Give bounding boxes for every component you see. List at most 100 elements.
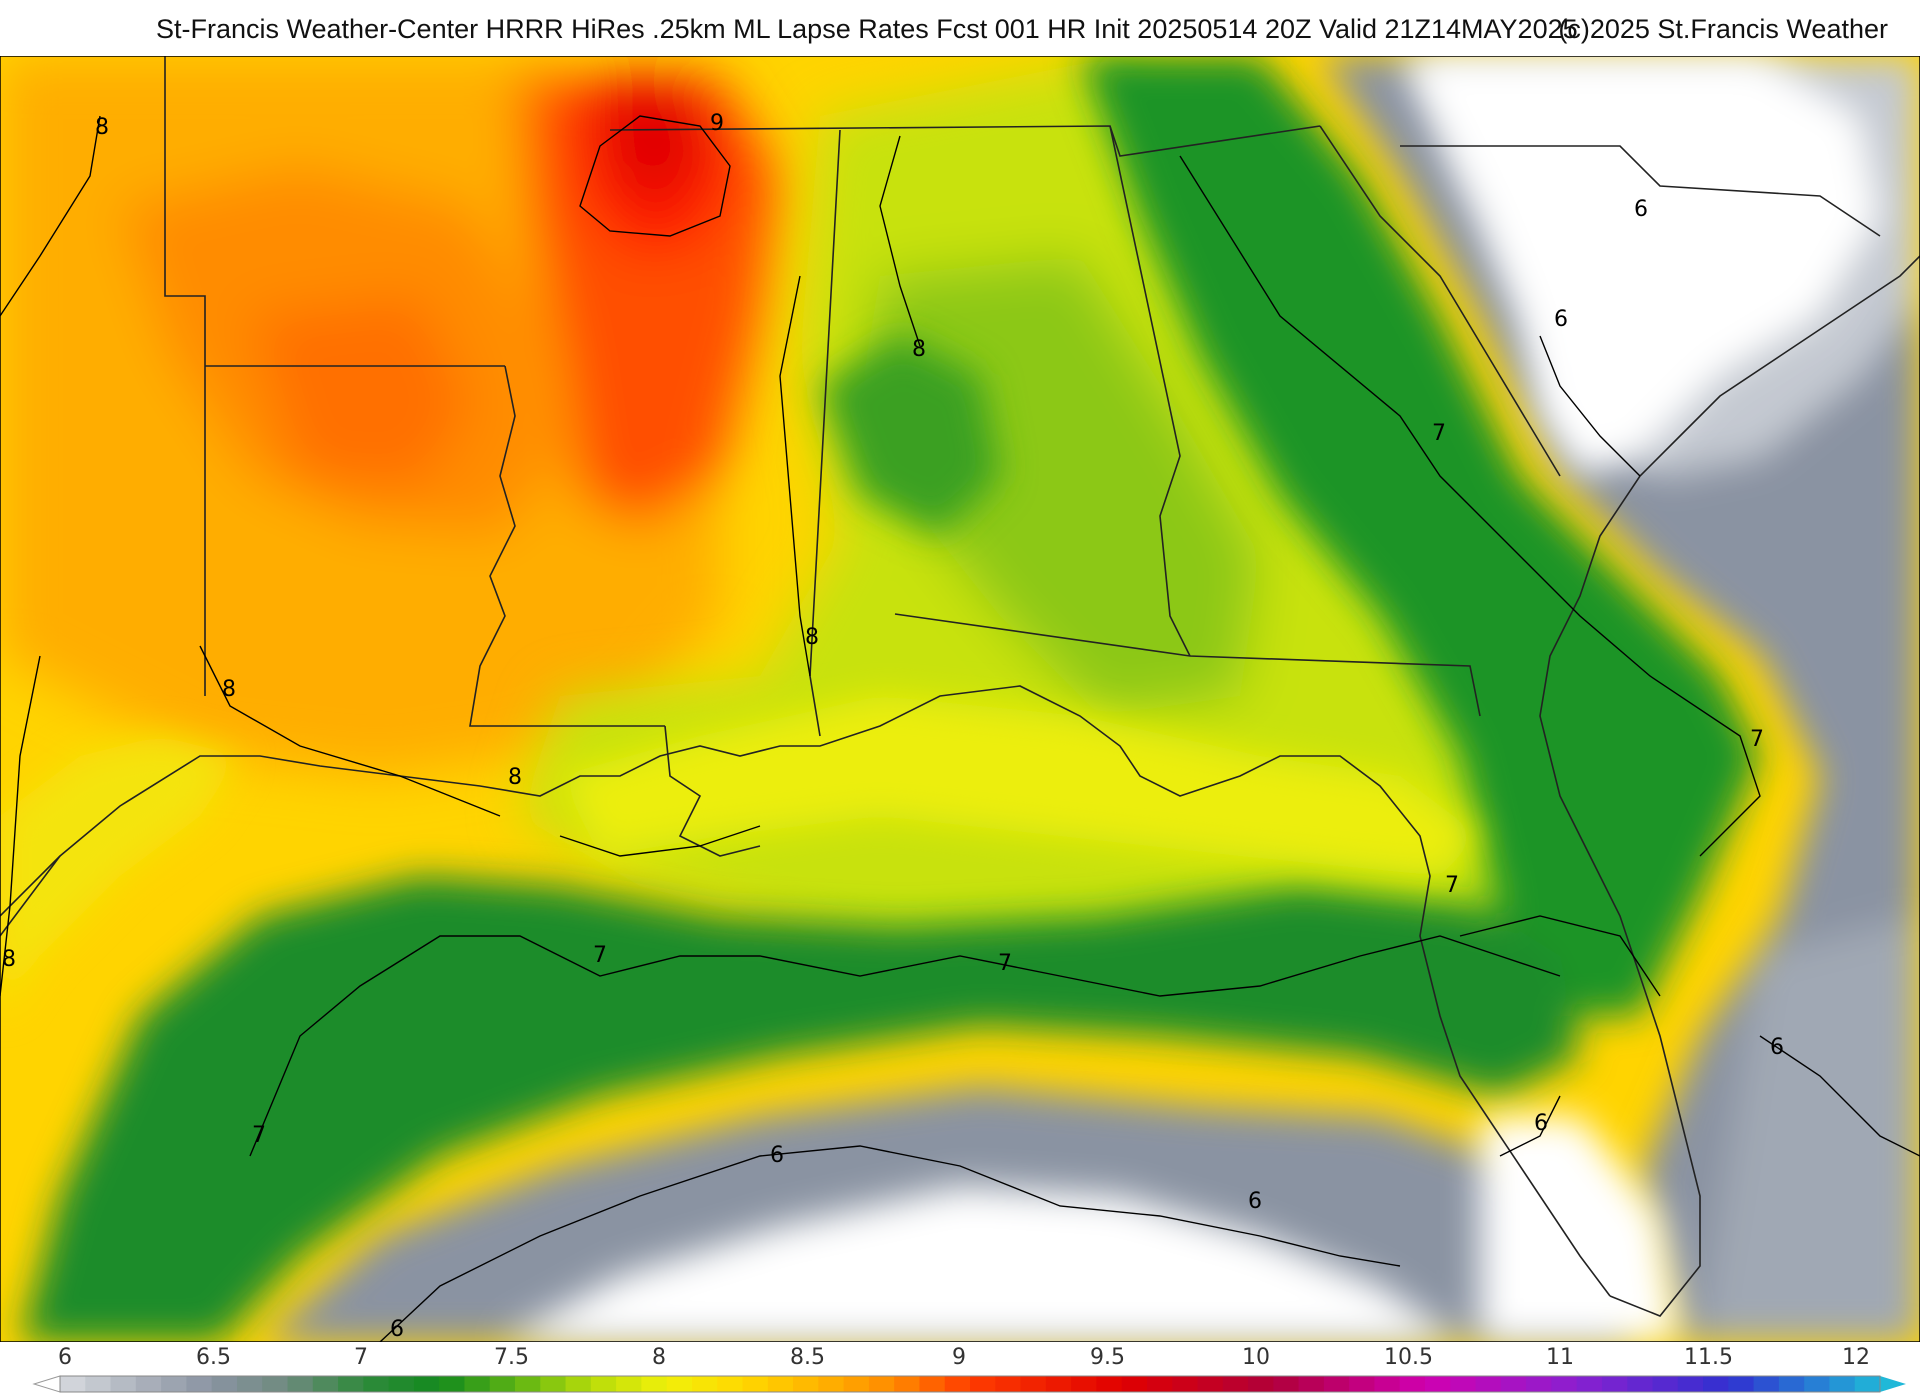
contour-labels: 8 9 8 8 8 8 8 7 7 7 7 7 7 6 6 6 6 6 6 6 [2, 111, 1784, 1342]
contour-6-southfl [1499, 1095, 1561, 1157]
colorbar-swatch [363, 1376, 390, 1392]
colorbar-swatch [1703, 1376, 1729, 1392]
contour-label: 8 [912, 337, 926, 362]
colorbar-swatch [1020, 1376, 1047, 1392]
colorbar-swatch [767, 1376, 794, 1392]
colorbar-swatch [236, 1376, 263, 1392]
colorbar-tick: 7 [354, 1345, 368, 1370]
contour-label: 7 [593, 943, 607, 968]
colorbar-swatch [818, 1376, 845, 1392]
colorbar-swatch [590, 1376, 617, 1392]
colorbar: 6 6.5 7 7.5 8 8.5 9 9.5 10 10.5 11 11.5 … [0, 1342, 1920, 1400]
contour-label: 7 [1432, 421, 1446, 446]
contour-label: 7 [1750, 727, 1764, 752]
colorbar-swatch [1854, 1376, 1881, 1392]
contour-label: 8 [508, 765, 522, 790]
colorbar-swatch [1045, 1376, 1072, 1392]
colorbar-swatch [995, 1376, 1022, 1392]
colorbar-swatch [894, 1376, 921, 1392]
contour-8-la [199, 645, 501, 817]
field-yellow-tx [0, 736, 240, 1016]
colorbar-swatch [1222, 1376, 1249, 1392]
colorbar-swatch [565, 1376, 592, 1392]
colorbar-swatch [1172, 1376, 1199, 1392]
colorbar-tick: 8.5 [790, 1345, 825, 1370]
colorbar-swatch [1576, 1376, 1603, 1392]
colorbar-frame [59, 1375, 1881, 1393]
coastline-texas [0, 855, 61, 937]
field-red-max [600, 86, 710, 206]
contour-6-gulf [379, 1145, 1401, 1342]
lapse-rate-map: 8 9 8 8 8 8 8 7 7 7 7 7 7 6 6 6 6 6 6 6 [0, 56, 1920, 1342]
contour-label: 6 [1770, 1035, 1784, 1060]
contour-label: 9 [710, 111, 724, 136]
contour-8-gulf [559, 825, 761, 857]
lapse-rate-field [0, 56, 1920, 1342]
colorbar-swatch [1753, 1376, 1780, 1392]
colorbar-swatch [970, 1376, 996, 1392]
colorbar-swatch [1425, 1376, 1451, 1392]
colorbar-swatch [388, 1376, 415, 1392]
state-line-nc-sc [1400, 145, 1881, 237]
colorbar-swatch [1652, 1376, 1679, 1392]
colorbar-tick: 11 [1546, 1345, 1574, 1370]
colorbar-swatch [262, 1376, 289, 1392]
contour-label: 8 [95, 115, 109, 140]
colorbar-swatch [1728, 1376, 1755, 1392]
boundaries [0, 56, 1920, 1317]
contour-label: 8 [805, 625, 819, 650]
colorbar-swatch [691, 1376, 718, 1392]
colorbar-swatch [1778, 1376, 1805, 1392]
colorbar-swatch [868, 1376, 895, 1392]
contour-8-central [879, 135, 921, 347]
colorbar-tick: 12 [1842, 1345, 1870, 1370]
colorbar-swatch [1071, 1376, 1097, 1392]
contour-9 [579, 115, 731, 237]
field-white-gulf [500, 1186, 1460, 1342]
contour-label: 6 [1634, 197, 1648, 222]
field-green-inland [820, 336, 1000, 536]
contour-7-east [1179, 155, 1761, 857]
state-line-al-ga [1109, 125, 1191, 657]
contour-label: 6 [390, 1317, 404, 1342]
colorbar-swatch [1374, 1376, 1401, 1392]
colorbar-swatch [944, 1376, 971, 1392]
colorbar-swatch [464, 1376, 491, 1392]
colorbar-tick: 7.5 [494, 1345, 529, 1370]
colorbar-swatch [1298, 1376, 1325, 1392]
colorbar-swatch [1146, 1376, 1173, 1392]
contour-label: 8 [2, 947, 16, 972]
colorbar-tick: 10 [1242, 1345, 1270, 1370]
colorbar-swatch [161, 1376, 187, 1392]
colorbar-swatch [1349, 1376, 1376, 1392]
state-line-ok-ar [164, 56, 206, 696]
colorbar-swatch [1248, 1376, 1274, 1392]
colorbar-swatch [135, 1376, 162, 1392]
copyright-text: (c)2025 St.Francis Weather [1558, 14, 1888, 44]
colorbar-swatch [742, 1376, 769, 1392]
colorbar-swatch [717, 1376, 744, 1392]
colorbar-swatch [1601, 1376, 1628, 1392]
contour-8-ms [779, 275, 811, 677]
colorbar-tick: 10.5 [1384, 1345, 1433, 1370]
colorbar-swatch [1500, 1376, 1527, 1392]
state-line-fl-north [894, 613, 1481, 717]
colorbar-swatch [1096, 1376, 1123, 1392]
field-gray-ocean-lower [1700, 916, 1920, 1342]
colorbar-swatch [1551, 1376, 1578, 1392]
contour-8-west [0, 115, 101, 317]
contour-label: 7 [998, 951, 1012, 976]
contour-7-fl [1459, 915, 1661, 997]
colorbar-swatch [1829, 1376, 1856, 1392]
colorbar-swatch [1475, 1376, 1502, 1392]
colorbar-swatch [186, 1376, 213, 1392]
coastline-atlantic [1539, 255, 1920, 1317]
colorbar-tick: 11.5 [1684, 1345, 1733, 1370]
field-yellow-coast [560, 696, 1480, 876]
field-green-east [1080, 56, 1760, 1016]
contour-6-atlantic [1759, 1035, 1920, 1157]
colorbar-swatch [1526, 1376, 1552, 1392]
contour-label: 8 [222, 677, 236, 702]
contour-8-tx [0, 655, 41, 997]
colorbar-swatch [919, 1376, 946, 1392]
